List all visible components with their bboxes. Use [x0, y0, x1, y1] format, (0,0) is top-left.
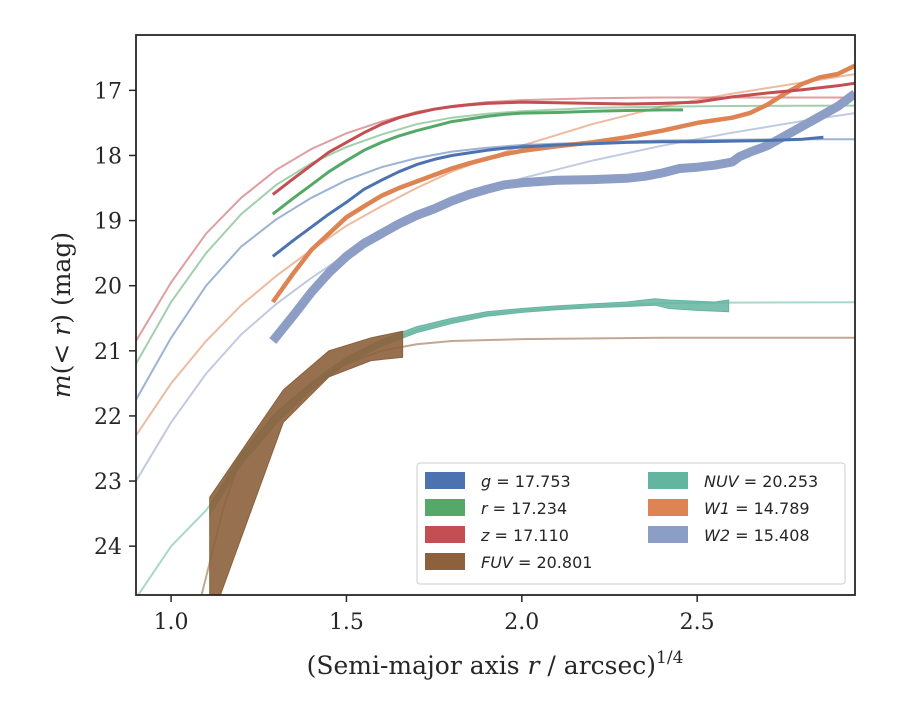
- y-tick-label: 17: [94, 79, 122, 104]
- y-axis-label: m(< r) (mag): [47, 232, 76, 398]
- legend-label-w2: W2 = 15.408: [704, 526, 810, 545]
- plot-area: [136, 63, 855, 595]
- legend-label-r: r = 17.234: [481, 499, 567, 518]
- y-tick-label: 19: [94, 210, 122, 235]
- legend-swatch-r: [425, 499, 465, 516]
- series-w2-model-line: [136, 112, 855, 482]
- legend-swatch-g: [425, 472, 465, 489]
- x-axis-ticks: 1.0 1.5 2.0 2.5: [154, 595, 715, 635]
- x-tick-label: 2.5: [680, 610, 715, 635]
- x-axis-label-exponent: 1/4: [656, 648, 683, 668]
- x-axis-label: (Semi-major axis r / arcsec)1/4: [307, 648, 684, 680]
- y-axis-ticks: 17 18 19 20 21 22 23 24: [94, 79, 136, 560]
- legend-label-fuv: FUV = 20.801: [481, 553, 592, 572]
- y-axis-label-var2: r: [47, 322, 76, 336]
- series-w1-profile-line: [270, 63, 855, 304]
- legend-frame: [416, 462, 846, 585]
- x-tick-label: 2.0: [504, 610, 539, 635]
- legend-swatch-nuv: [648, 472, 688, 489]
- series-z-profile-line: [271, 81, 855, 196]
- x-axis-label-prefix: (Semi-major axis: [307, 651, 528, 680]
- series-g-profile-line: [271, 135, 824, 258]
- y-axis-label-paren: (<: [47, 336, 76, 375]
- y-tick-label: 20: [94, 275, 122, 300]
- y-tick-label: 23: [94, 470, 122, 495]
- legend: g = 17.753 r = 17.234 z = 17.110 FUV = 20.8…: [416, 462, 846, 585]
- x-tick-label: 1.0: [154, 610, 189, 635]
- series-w1-model-line: [136, 73, 855, 437]
- legend-swatch-w1: [648, 499, 688, 516]
- plot-frame: [135, 34, 856, 596]
- y-axis-label-close: ) (mag): [47, 232, 76, 324]
- legend-swatch-fuv: [425, 553, 465, 570]
- legend-label-g: g = 17.753: [481, 472, 571, 491]
- series-z-model-line: [136, 96, 855, 342]
- legend-label-w1: W1 = 14.789: [704, 499, 810, 518]
- y-tick-label: 18: [94, 144, 122, 169]
- series-w2-profile-line: [269, 89, 855, 344]
- y-tick-label: 24: [94, 535, 122, 560]
- y-axis-label-var: m: [47, 374, 76, 398]
- legend-label-nuv: NUV = 20.253: [704, 472, 818, 491]
- y-tick-label: 21: [94, 340, 122, 365]
- x-axis-label-var: r: [528, 651, 542, 680]
- y-tick-label: 22: [94, 405, 122, 430]
- series-r-model-line: [136, 104, 855, 365]
- x-tick-label: 1.5: [329, 610, 364, 635]
- series-g-model-line: [136, 138, 855, 401]
- x-axis-label-mid: / arcsec): [539, 651, 656, 680]
- series-fuv-profile-band: [209, 330, 404, 595]
- series-r-profile-line: [271, 108, 684, 216]
- legend-swatch-w2: [648, 526, 688, 543]
- legend-label-z: z = 17.110: [480, 526, 569, 545]
- legend-swatch-z: [425, 526, 465, 543]
